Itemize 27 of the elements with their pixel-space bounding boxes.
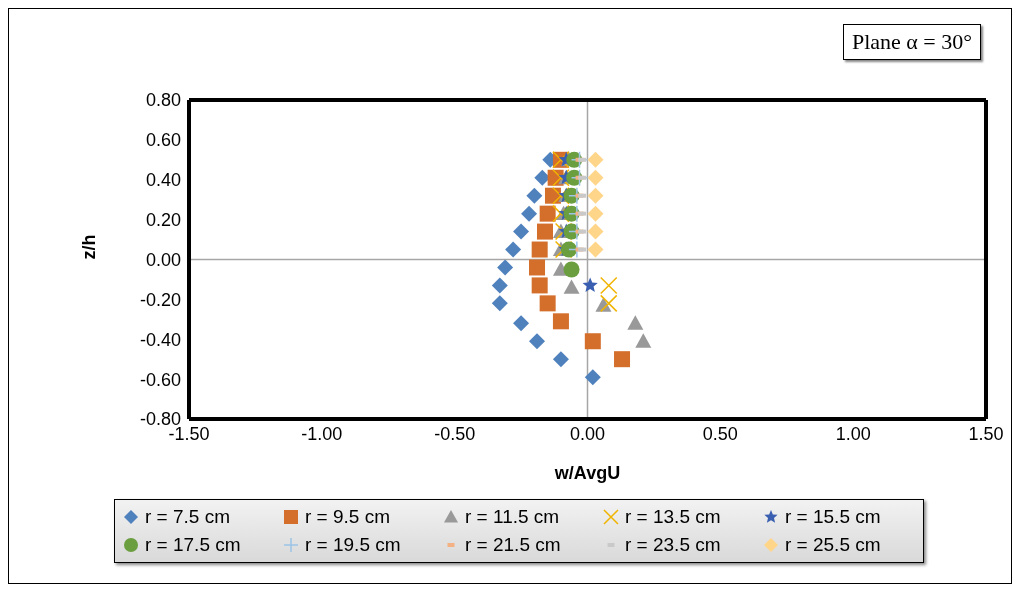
legend-label: r = 19.5 cm — [305, 534, 401, 556]
x-tick-label: 1.00 — [835, 423, 871, 444]
text: Plane α = 30° — [842, 24, 981, 60]
y-tick-label: 0.20 — [145, 210, 181, 231]
y-tick-label: 0.60 — [145, 130, 181, 151]
legend-label: r = 9.5 cm — [305, 506, 390, 528]
x-tick-label: 1.50 — [968, 423, 1004, 444]
y-tick-label: 0.00 — [145, 249, 181, 270]
x-tick-label: 0.50 — [702, 423, 738, 444]
legend-label: r = 13.5 cm — [625, 506, 721, 528]
x-axis-title: w/AvgU — [553, 463, 621, 483]
y-tick-label: -0.20 — [139, 289, 181, 310]
legend-label: r = 23.5 cm — [625, 534, 721, 556]
y-axis-title: z/h — [79, 234, 100, 260]
legend-label: r = 11.5 cm — [465, 506, 560, 528]
legend-label: r = 15.5 cm — [785, 506, 881, 528]
x-tick-label: -1.00 — [301, 423, 343, 444]
y-tick-label: 0.40 — [145, 170, 181, 191]
legend-label: r = 17.5 cm — [145, 534, 241, 556]
x-tick-label: -0.50 — [434, 423, 476, 444]
legend-label: r = 25.5 cm — [785, 534, 881, 556]
y-tick-label: -0.40 — [139, 329, 181, 350]
y-tick-label: 0.80 — [145, 90, 181, 111]
legend-label: r = 7.5 cm — [145, 506, 230, 528]
y-tick-label: -0.60 — [139, 369, 181, 390]
x-tick-label: 0.00 — [569, 423, 606, 444]
legend-label: r = 21.5 cm — [465, 534, 561, 556]
